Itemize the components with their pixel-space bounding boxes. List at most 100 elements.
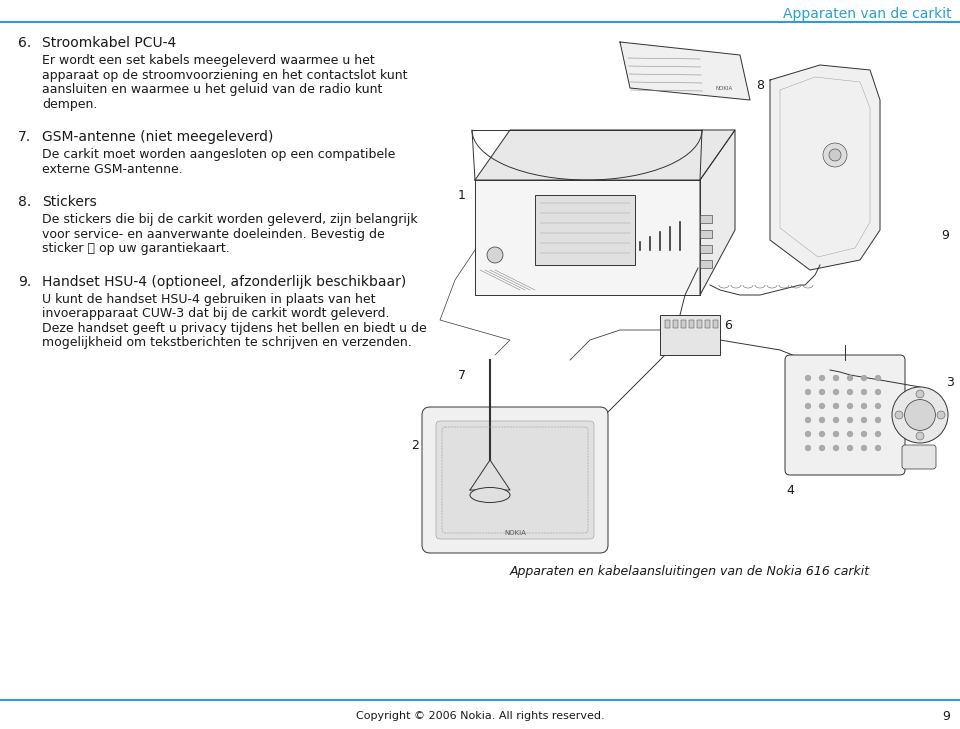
Circle shape	[847, 403, 853, 409]
Polygon shape	[770, 65, 880, 270]
Text: 9.: 9.	[18, 275, 32, 289]
Circle shape	[819, 417, 825, 423]
Circle shape	[805, 431, 811, 437]
Circle shape	[805, 389, 811, 395]
Text: 3: 3	[946, 375, 954, 389]
Circle shape	[861, 389, 867, 395]
Bar	[700, 260, 712, 268]
Text: 1: 1	[458, 189, 466, 201]
Circle shape	[875, 417, 881, 423]
Circle shape	[805, 375, 811, 381]
Ellipse shape	[470, 488, 510, 502]
Circle shape	[819, 431, 825, 437]
Circle shape	[861, 417, 867, 423]
Text: 9: 9	[941, 228, 948, 241]
Circle shape	[805, 417, 811, 423]
Polygon shape	[700, 130, 735, 295]
Circle shape	[916, 432, 924, 440]
Text: De stickers die bij de carkit worden geleverd, zijn belangrijk: De stickers die bij de carkit worden gel…	[42, 213, 418, 226]
Bar	[713, 320, 718, 328]
Text: U kunt de handset HSU-4 gebruiken in plaats van het: U kunt de handset HSU-4 gebruiken in pla…	[42, 292, 375, 305]
Text: 9: 9	[942, 709, 950, 722]
Circle shape	[487, 247, 503, 263]
Text: NOKIA: NOKIA	[504, 530, 526, 536]
Bar	[535, 195, 635, 265]
Circle shape	[833, 375, 839, 381]
FancyBboxPatch shape	[422, 407, 608, 553]
FancyBboxPatch shape	[436, 421, 594, 539]
Polygon shape	[620, 42, 750, 100]
Circle shape	[847, 445, 853, 451]
Circle shape	[833, 389, 839, 395]
Text: 7: 7	[458, 368, 466, 381]
Circle shape	[847, 375, 853, 381]
Circle shape	[819, 403, 825, 409]
Circle shape	[875, 431, 881, 437]
Text: externe GSM-antenne.: externe GSM-antenne.	[42, 163, 182, 176]
Bar	[660, 315, 720, 355]
Text: 8.: 8.	[18, 195, 32, 209]
Circle shape	[861, 403, 867, 409]
Text: voor service- en aanverwante doeleinden. Bevestig de: voor service- en aanverwante doeleinden.…	[42, 227, 385, 241]
Polygon shape	[475, 130, 735, 180]
Circle shape	[861, 431, 867, 437]
Polygon shape	[470, 460, 510, 490]
Bar	[700, 230, 712, 238]
Text: sticker Ⓑ op uw garantiekaart.: sticker Ⓑ op uw garantiekaart.	[42, 242, 229, 255]
Text: NOKIA: NOKIA	[715, 85, 732, 90]
Circle shape	[833, 445, 839, 451]
Circle shape	[819, 389, 825, 395]
Circle shape	[916, 390, 924, 398]
Circle shape	[895, 411, 903, 419]
Text: 7.: 7.	[18, 130, 31, 144]
Circle shape	[904, 399, 935, 430]
Circle shape	[833, 403, 839, 409]
Circle shape	[861, 445, 867, 451]
Text: Er wordt een set kabels meegeleverd waarmee u het: Er wordt een set kabels meegeleverd waar…	[42, 54, 374, 67]
Text: 4: 4	[786, 483, 794, 496]
Circle shape	[892, 387, 948, 443]
Circle shape	[819, 445, 825, 451]
Text: Stroomkabel PCU-4: Stroomkabel PCU-4	[42, 36, 177, 50]
Circle shape	[819, 375, 825, 381]
FancyBboxPatch shape	[902, 445, 936, 469]
Circle shape	[805, 403, 811, 409]
Bar	[673, 320, 678, 328]
Circle shape	[861, 375, 867, 381]
FancyBboxPatch shape	[785, 355, 905, 475]
Text: 6: 6	[724, 319, 732, 332]
Text: aansluiten en waarmee u het geluid van de radio kunt: aansluiten en waarmee u het geluid van d…	[42, 83, 382, 96]
Text: GSM-antenne (niet meegeleverd): GSM-antenne (niet meegeleverd)	[42, 130, 274, 144]
Circle shape	[805, 445, 811, 451]
Text: Stickers: Stickers	[42, 195, 97, 209]
Bar	[700, 215, 712, 223]
Polygon shape	[475, 180, 700, 295]
Text: 6.: 6.	[18, 36, 32, 50]
Circle shape	[875, 389, 881, 395]
Text: dempen.: dempen.	[42, 98, 97, 111]
Circle shape	[847, 417, 853, 423]
Bar	[697, 320, 702, 328]
Bar	[689, 320, 694, 328]
Text: Deze handset geeft u privacy tijdens het bellen en biedt u de: Deze handset geeft u privacy tijdens het…	[42, 321, 427, 335]
Text: Copyright © 2006 Nokia. All rights reserved.: Copyright © 2006 Nokia. All rights reser…	[356, 711, 604, 721]
Circle shape	[847, 389, 853, 395]
Circle shape	[833, 431, 839, 437]
Text: mogelijkheid om tekstberichten te schrijven en verzenden.: mogelijkheid om tekstberichten te schrij…	[42, 336, 412, 349]
Bar	[700, 245, 712, 253]
Bar	[681, 320, 686, 328]
Circle shape	[847, 431, 853, 437]
Text: Apparaten en kabelaansluitingen van de Nokia 616 carkit: Apparaten en kabelaansluitingen van de N…	[510, 565, 870, 578]
Text: 2: 2	[411, 439, 419, 451]
Circle shape	[875, 403, 881, 409]
Text: De carkit moet worden aangesloten op een compatibele: De carkit moet worden aangesloten op een…	[42, 148, 396, 161]
Bar	[665, 320, 670, 328]
Circle shape	[833, 417, 839, 423]
Circle shape	[937, 411, 945, 419]
Text: Apparaten van de carkit: Apparaten van de carkit	[783, 7, 952, 21]
Text: Handset HSU-4 (optioneel, afzonderlijk beschikbaar): Handset HSU-4 (optioneel, afzonderlijk b…	[42, 275, 406, 289]
Circle shape	[823, 143, 847, 167]
Circle shape	[829, 149, 841, 161]
Text: 8: 8	[756, 79, 764, 92]
Circle shape	[875, 445, 881, 451]
